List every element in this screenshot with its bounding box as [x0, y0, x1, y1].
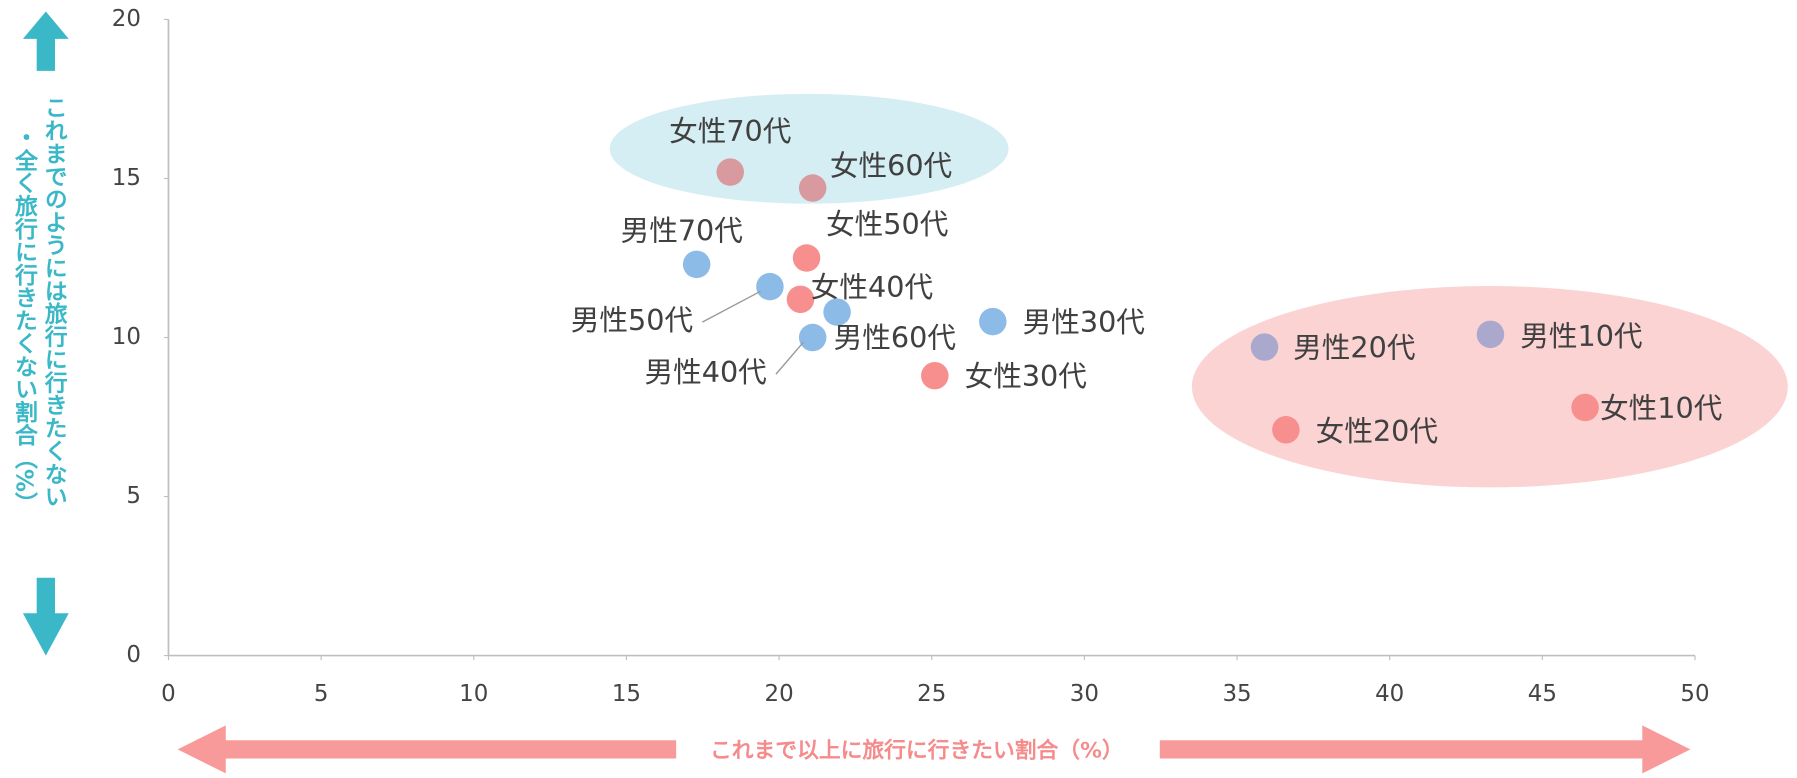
leader-line — [701, 290, 762, 323]
point — [823, 298, 851, 326]
x-axis-title: これまで以上に旅行に行きたい割合（%） — [710, 738, 1124, 764]
point-label: 男性50代 — [571, 303, 693, 337]
point-label: 女性50代 — [826, 207, 948, 241]
x-arrow — [1159, 725, 1691, 774]
point-label: 女性60代 — [830, 148, 952, 182]
y-tick-label: 20 — [112, 6, 141, 32]
point — [979, 307, 1007, 336]
x-tick-label: 50 — [1680, 681, 1709, 707]
point — [792, 244, 821, 272]
x-arrow — [177, 725, 677, 774]
x-tick-label: 45 — [1528, 681, 1557, 707]
point-label: 女性30代 — [965, 359, 1087, 393]
x-tick-label: 25 — [917, 681, 946, 707]
leader-line — [775, 341, 805, 375]
y-axis-title: これまでのようには旅行に行きたくない — [40, 96, 68, 508]
point-label: 男性30代 — [1023, 305, 1145, 339]
point-label: 男性40代 — [644, 355, 766, 389]
x-tick-label: 30 — [1070, 681, 1099, 707]
point — [1476, 320, 1505, 349]
x-tick-label: 10 — [459, 681, 488, 707]
y-arrow — [22, 11, 69, 71]
point — [786, 285, 815, 314]
point — [798, 174, 827, 202]
point — [1272, 416, 1300, 444]
point-label: 男性70代 — [621, 213, 743, 247]
y-tick-label: 15 — [112, 165, 141, 191]
point — [1250, 333, 1279, 361]
y-tick-label: 0 — [126, 642, 141, 668]
point-label: 女性10代 — [1600, 391, 1722, 425]
x-tick-label: 0 — [161, 681, 176, 707]
group-highlight — [609, 93, 1009, 204]
point — [921, 361, 949, 390]
point-label: 男性20代 — [1293, 330, 1415, 364]
x-tick-label: 20 — [764, 681, 793, 707]
point-label: 女性70代 — [669, 114, 791, 148]
point-label: 男性10代 — [1520, 319, 1642, 353]
x-tick-label: 15 — [612, 681, 641, 707]
point — [1571, 393, 1599, 422]
point — [716, 158, 744, 186]
point — [682, 250, 711, 279]
point — [756, 272, 784, 301]
y-tick-label: 5 — [126, 483, 141, 509]
point-label: 男性60代 — [834, 321, 956, 355]
point-label: 女性20代 — [1316, 414, 1438, 448]
y-arrow — [22, 577, 69, 656]
group-highlight — [1191, 286, 1788, 488]
x-tick-label: 35 — [1222, 681, 1251, 707]
y-tick-label: 10 — [112, 324, 141, 350]
x-tick-label: 40 — [1375, 681, 1404, 707]
point — [798, 323, 827, 352]
y-axis-title: ・全く旅行に行きたくない割合（%） — [10, 126, 38, 515]
point-label: 女性40代 — [811, 270, 933, 304]
x-tick-label: 5 — [314, 681, 329, 707]
